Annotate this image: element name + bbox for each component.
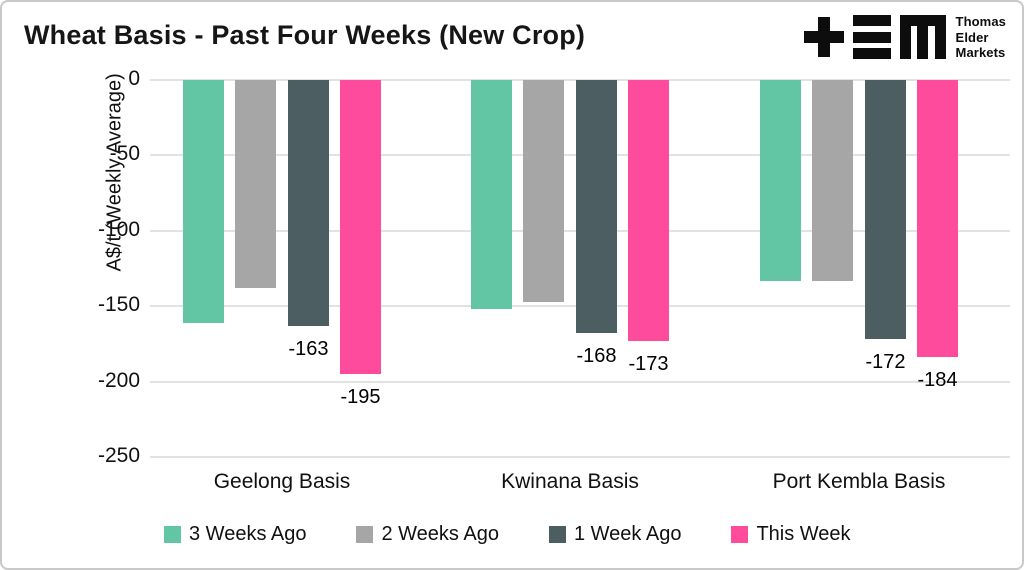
tem-logo-mark-icon bbox=[803, 14, 946, 60]
logo-text-line: Markets bbox=[955, 45, 1006, 60]
bar-3-weeks-ago-geelong-basis bbox=[183, 80, 224, 323]
bar-value-label: -168 bbox=[576, 345, 617, 367]
legend-swatch-icon bbox=[356, 526, 374, 543]
bar-value-label: -195 bbox=[340, 386, 381, 408]
m-glyph-icon bbox=[899, 15, 946, 60]
y-tick-label: -200 bbox=[97, 368, 140, 392]
legend-swatch-icon bbox=[164, 526, 181, 543]
bar-3-weeks-ago-port-kembla-basis bbox=[760, 80, 801, 281]
bar-value-label: -163 bbox=[288, 338, 329, 360]
bar-1-week-ago-kwinana-basis bbox=[576, 80, 617, 333]
bar-value-label: -173 bbox=[628, 353, 669, 375]
y-tick-label: -150 bbox=[97, 293, 140, 317]
bar-3-weeks-ago-kwinana-basis bbox=[471, 80, 512, 309]
legend-label: 3 Weeks Ago bbox=[189, 523, 307, 545]
legend-swatch-icon bbox=[731, 526, 749, 543]
bar-this-week-kwinana-basis bbox=[628, 80, 669, 341]
bar-1-week-ago-geelong-basis bbox=[288, 80, 329, 326]
gridline bbox=[150, 380, 1010, 383]
plus-glyph-icon bbox=[803, 17, 844, 58]
y-tick-label: 0 bbox=[128, 67, 140, 90]
logo-text-line: Thomas bbox=[955, 14, 1006, 29]
bar-1-week-ago-port-kembla-basis bbox=[865, 80, 906, 339]
bar-value-label: -172 bbox=[865, 351, 906, 373]
bar-this-week-port-kembla-basis bbox=[917, 80, 958, 357]
legend-swatch-icon bbox=[548, 526, 566, 543]
category-label-port-kembla-basis: Port Kembla Basis bbox=[772, 470, 946, 493]
tem-logo: Thomas Elder Markets bbox=[803, 14, 1006, 61]
bar-2-weeks-ago-port-kembla-basis bbox=[812, 80, 853, 281]
triple-bar-glyph-icon bbox=[852, 15, 891, 60]
gridline bbox=[150, 456, 1010, 458]
bar-2-weeks-ago-geelong-basis bbox=[235, 80, 276, 288]
chart-title: Wheat Basis - Past Four Weeks (New Crop) bbox=[24, 20, 586, 50]
category-label-geelong-basis: Geelong Basis bbox=[213, 470, 351, 493]
legend-label: 1 Week Ago bbox=[573, 523, 682, 545]
y-tick-label: -50 bbox=[109, 142, 140, 166]
bar-value-label: -184 bbox=[917, 369, 958, 391]
plot-area: -163 -168 -172 -195 -173 -184 bbox=[150, 79, 1010, 458]
logo-text-line: Elder bbox=[955, 29, 989, 45]
legend-item-this-week: This Week bbox=[731, 523, 851, 546]
category-label-kwinana-basis: Kwinana Basis bbox=[501, 470, 639, 493]
y-tick-label: -100 bbox=[97, 217, 140, 241]
y-tick-label: -250 bbox=[97, 444, 140, 467]
chart-legend: 3 Weeks Ago 2 Weeks Ago 1 Week Ago This Wee… bbox=[164, 523, 851, 546]
legend-label: This Week bbox=[756, 523, 851, 545]
legend-label: 2 Weeks Ago bbox=[381, 523, 499, 545]
bar-this-week-geelong-basis bbox=[340, 80, 381, 374]
logo-text: Thomas Elder Markets bbox=[956, 14, 1006, 61]
legend-item-2-weeks-ago: 2 Weeks Ago bbox=[356, 523, 499, 546]
legend-item-3-weeks-ago: 3 Weeks Ago bbox=[164, 523, 306, 546]
legend-item-1-week-ago: 1 Week Ago bbox=[548, 523, 682, 546]
bar-2-weeks-ago-kwinana-basis bbox=[523, 80, 564, 302]
